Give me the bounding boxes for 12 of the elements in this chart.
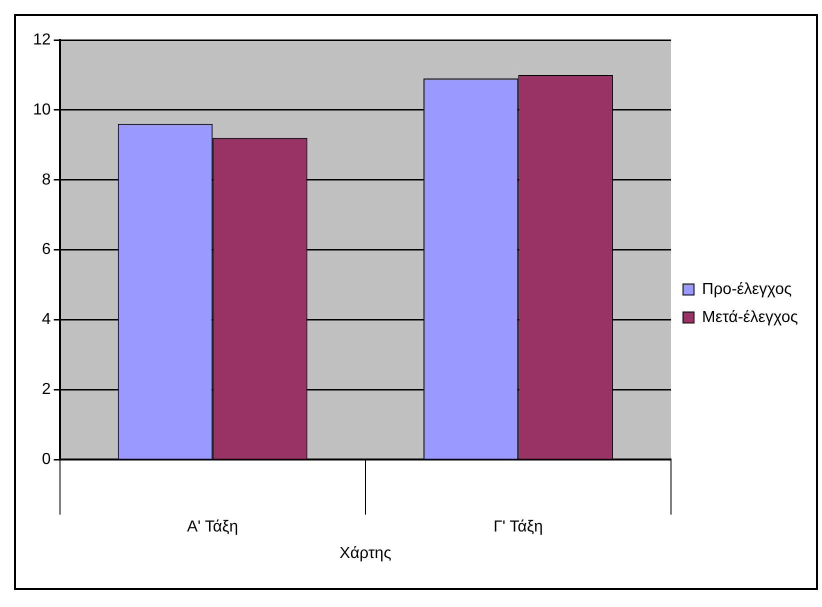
y-tick-label: 8 <box>42 171 51 188</box>
legend-label: Προ-έλεγχος <box>702 280 792 298</box>
x-axis-title: Χάρτης <box>340 544 392 562</box>
y-tick-label: 12 <box>33 31 51 48</box>
x-tick-label: Α' Τάξη <box>186 518 238 536</box>
y-tick-label: 0 <box>42 451 51 468</box>
legend-label: Μετά-έλεγχος <box>702 308 798 326</box>
y-tick-label: 2 <box>42 381 51 398</box>
y-tick-label: 6 <box>42 241 51 258</box>
y-tick-label: 10 <box>33 101 51 118</box>
y-tick-label: 4 <box>42 311 51 328</box>
x-tick-label: Γ' Τάξη <box>494 518 543 536</box>
